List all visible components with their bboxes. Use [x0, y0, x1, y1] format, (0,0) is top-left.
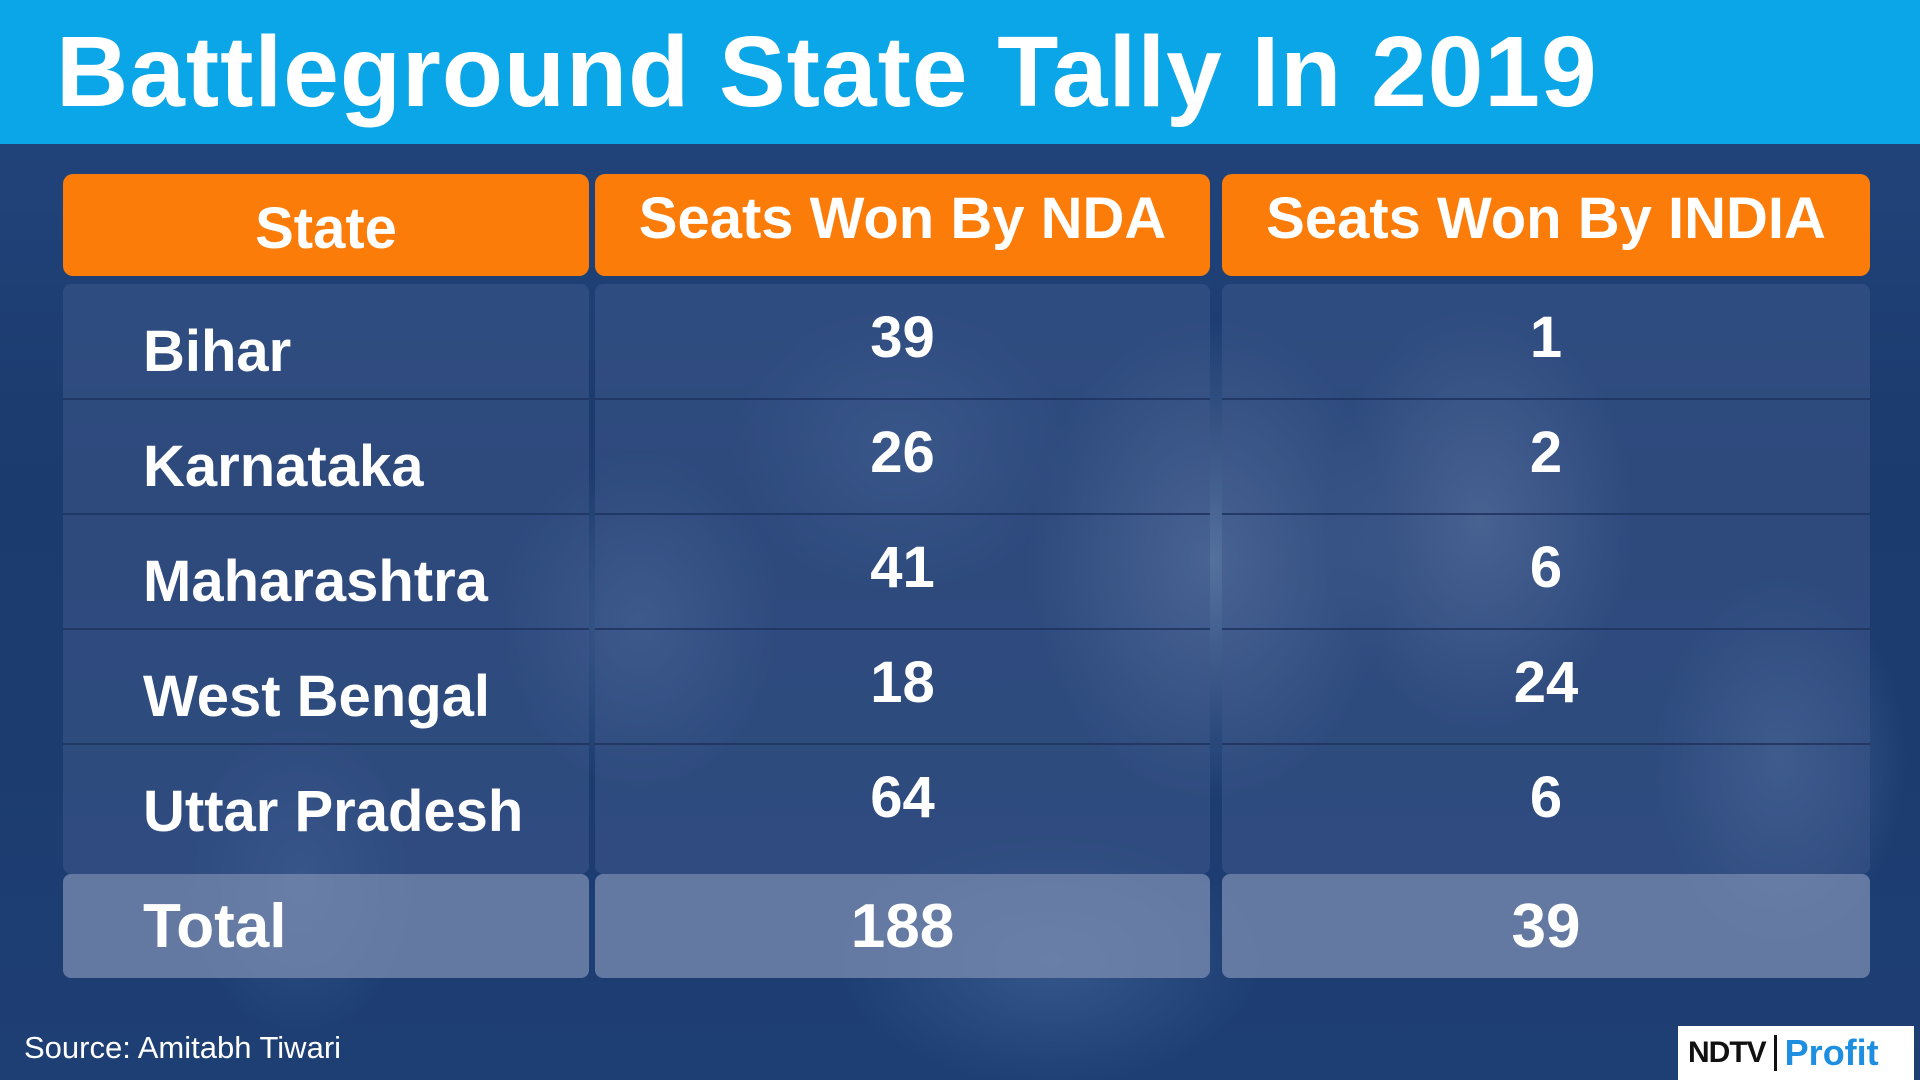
header-state: State [63, 174, 589, 276]
header-nda: Seats Won By NDA [595, 174, 1210, 276]
row-divider [1222, 513, 1870, 515]
total-india: 39 [1511, 891, 1581, 961]
source-credit: Source: Amitabh Tiwari [24, 1030, 342, 1065]
row-divider [1222, 398, 1870, 400]
nda-seats: 64 [870, 764, 935, 830]
total-india-background [1222, 874, 1870, 978]
header-india: Seats Won By INDIA [1222, 174, 1870, 276]
india-seats: 1 [1529, 304, 1563, 370]
row-divider [595, 513, 1210, 515]
nda-seats: 26 [870, 419, 935, 485]
state-column-background [63, 284, 589, 874]
page-title: Battleground State Tally In 2019 [56, 16, 1598, 128]
total-state-background [63, 874, 589, 978]
state-name: Maharashtra [143, 548, 488, 614]
row-divider [595, 743, 1210, 745]
ndtv-profit-logo: NDTV Profit [1678, 1026, 1914, 1080]
row-divider [1222, 743, 1870, 745]
india-seats: 6 [1529, 534, 1563, 600]
nda-column-background [595, 284, 1210, 874]
row-divider [63, 513, 589, 515]
row-divider [63, 743, 589, 745]
state-name: Bihar [143, 318, 292, 384]
row-divider [595, 628, 1210, 630]
total-nda: 188 [850, 891, 955, 961]
row-divider [595, 398, 1210, 400]
state-name: West Bengal [143, 663, 491, 729]
state-name: Uttar Pradesh [143, 778, 524, 844]
nda-seats: 18 [870, 649, 935, 715]
total-nda-background [595, 874, 1210, 978]
logo-divider [1773, 1035, 1777, 1071]
nda-seats: 41 [870, 534, 935, 600]
logo-ndtv-text: NDTV [1688, 1036, 1767, 1069]
nda-seats: 39 [870, 304, 935, 370]
row-divider [1222, 628, 1870, 630]
india-seats: 2 [1529, 419, 1563, 485]
india-seats: 24 [1513, 649, 1579, 715]
row-divider [63, 398, 589, 400]
row-divider [63, 628, 589, 630]
state-name: Karnataka [143, 433, 424, 499]
title-bar: Battleground State Tally In 2019 [0, 0, 1920, 144]
logo-profit-text: Profit [1784, 1032, 1879, 1073]
india-column-background [1222, 284, 1870, 874]
total-label: Total [143, 891, 287, 961]
india-seats: 6 [1529, 764, 1563, 830]
